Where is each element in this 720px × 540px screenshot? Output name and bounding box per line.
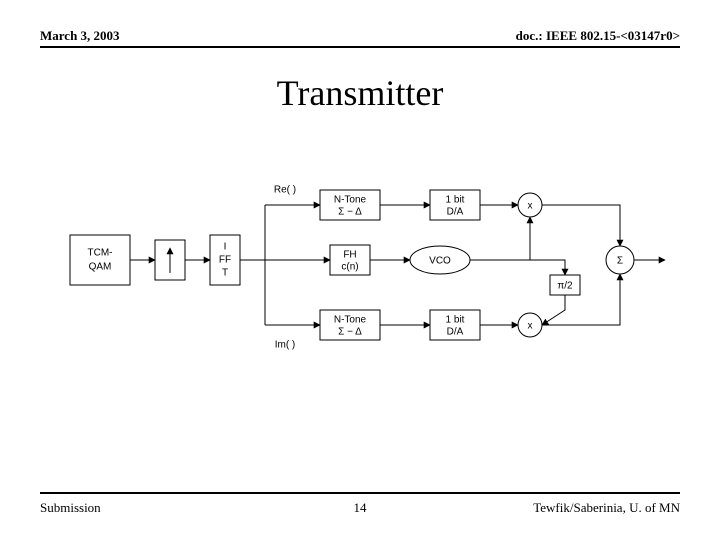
- edge-mul-top-sum: [542, 205, 620, 246]
- label-ntone-top-1: N-Tone: [334, 195, 367, 206]
- header: March 3, 2003 doc.: IEEE 802.15-<03147r0…: [40, 28, 680, 44]
- label-vco: VCO: [429, 256, 451, 267]
- slide: March 3, 2003 doc.: IEEE 802.15-<03147r0…: [0, 0, 720, 540]
- header-doc: doc.: IEEE 802.15-<03147r0>: [516, 28, 680, 44]
- transmitter-diagram: TCM- QAM I FF T N-Tone Σ − Δ N-Tone Σ − …: [40, 160, 680, 380]
- label-ntone-bot-1: N-Tone: [334, 315, 367, 326]
- label-fh-1: FH: [343, 250, 356, 261]
- label-mul-top: x: [528, 201, 533, 212]
- label-da-top-1: 1 bit: [446, 195, 465, 206]
- page-title: Transmitter: [0, 72, 720, 114]
- edge-vco-pi2: [530, 260, 565, 275]
- node-tcmqam: [70, 235, 130, 285]
- label-ifft-3: T: [222, 268, 228, 279]
- label-mul-bot: x: [528, 321, 533, 332]
- label-pi2: π/2: [557, 281, 573, 292]
- label-da-bot-2: D/A: [447, 327, 464, 338]
- label-re: Re( ): [274, 185, 296, 196]
- header-date: March 3, 2003: [40, 28, 120, 44]
- label-ifft-2: FF: [219, 255, 231, 266]
- page-number: 14: [0, 500, 720, 516]
- edge-pi2-mul-bot: [542, 295, 565, 325]
- label-ntone-top-2: Σ − Δ: [338, 207, 362, 218]
- header-rule: [40, 46, 680, 48]
- label-tcmqam-2: QAM: [89, 262, 112, 273]
- footer-rule: [40, 492, 680, 494]
- label-ifft-1: I: [224, 242, 227, 253]
- label-im: Im( ): [275, 340, 296, 351]
- label-fh-2: c(n): [341, 262, 358, 273]
- label-tcmqam-1: TCM-: [88, 248, 113, 259]
- label-ntone-bot-2: Σ − Δ: [338, 327, 362, 338]
- edge-vco-mul-top: [470, 217, 530, 260]
- label-da-top-2: D/A: [447, 207, 464, 218]
- label-da-bot-1: 1 bit: [446, 315, 465, 326]
- label-sum: Σ: [617, 256, 623, 267]
